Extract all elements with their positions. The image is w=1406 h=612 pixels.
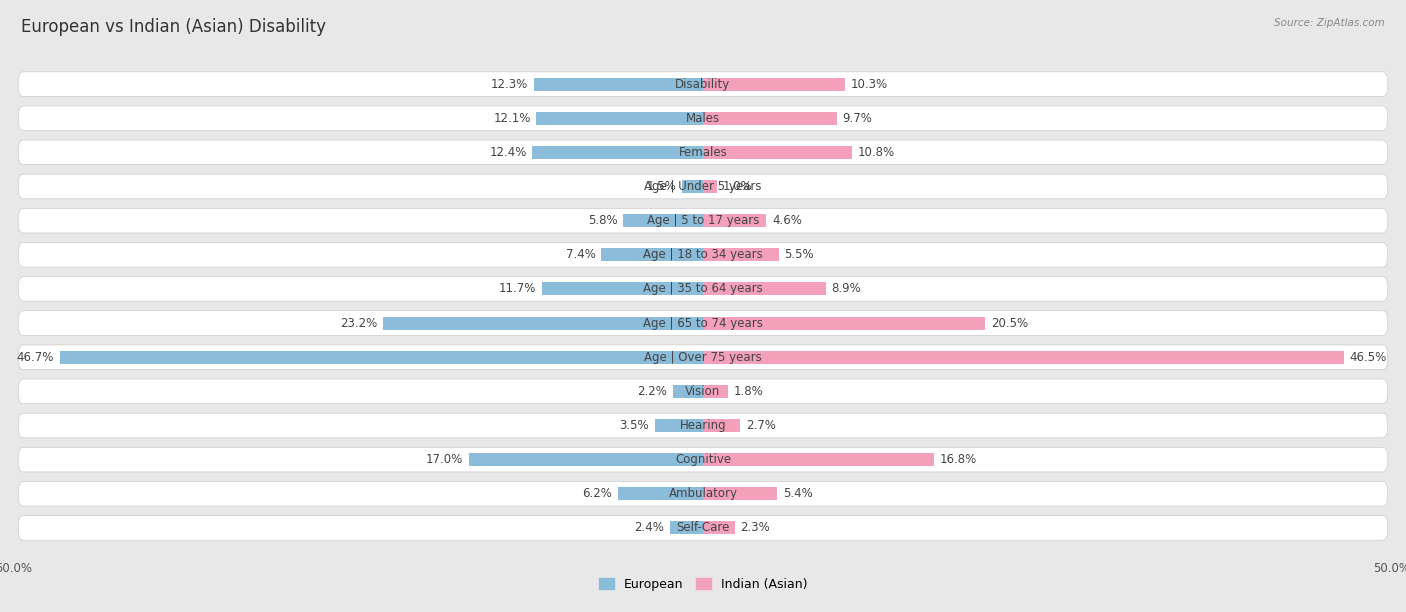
Text: Age | Over 75 years: Age | Over 75 years [644,351,762,364]
Legend: European, Indian (Asian): European, Indian (Asian) [593,573,813,596]
Text: 46.7%: 46.7% [17,351,53,364]
Text: 12.1%: 12.1% [494,112,531,125]
Bar [703,521,735,534]
Text: 1.0%: 1.0% [723,180,752,193]
Text: Ambulatory: Ambulatory [668,487,738,500]
Bar [703,248,779,261]
Text: 9.7%: 9.7% [842,112,872,125]
Text: 12.3%: 12.3% [491,78,529,91]
FancyBboxPatch shape [18,482,1388,506]
Text: 23.2%: 23.2% [340,316,378,330]
Bar [703,316,986,329]
Text: Vision: Vision [685,385,721,398]
Text: Age | Under 5 years: Age | Under 5 years [644,180,762,193]
Text: 2.2%: 2.2% [637,385,668,398]
Text: 7.4%: 7.4% [565,248,596,261]
FancyBboxPatch shape [18,447,1388,472]
Bar [703,351,1344,364]
Bar [468,453,703,466]
FancyBboxPatch shape [18,413,1388,438]
Text: 10.8%: 10.8% [858,146,894,159]
Text: 4.6%: 4.6% [772,214,801,227]
FancyBboxPatch shape [18,345,1388,370]
Bar [703,419,740,432]
Text: 2.4%: 2.4% [634,521,665,534]
Text: 6.2%: 6.2% [582,487,612,500]
FancyBboxPatch shape [18,311,1388,335]
FancyBboxPatch shape [18,106,1388,130]
FancyBboxPatch shape [18,72,1388,96]
Bar [600,248,703,261]
Text: 20.5%: 20.5% [991,316,1028,330]
Text: 46.5%: 46.5% [1350,351,1386,364]
Bar [623,214,703,227]
Text: Age | 35 to 64 years: Age | 35 to 64 years [643,282,763,296]
Text: 16.8%: 16.8% [941,453,977,466]
Text: 3.5%: 3.5% [620,419,650,432]
FancyBboxPatch shape [18,379,1388,404]
Text: 12.4%: 12.4% [489,146,527,159]
Bar [703,283,825,296]
FancyBboxPatch shape [18,277,1388,301]
Bar [703,385,728,398]
Text: Age | 18 to 34 years: Age | 18 to 34 years [643,248,763,261]
Bar [703,180,717,193]
Text: 5.8%: 5.8% [588,214,617,227]
Text: Self-Care: Self-Care [676,521,730,534]
Text: 2.7%: 2.7% [745,419,776,432]
Bar [669,521,703,534]
Bar [617,487,703,500]
Text: Age | 5 to 17 years: Age | 5 to 17 years [647,214,759,227]
Bar [703,146,852,159]
Text: Hearing: Hearing [679,419,727,432]
Text: 1.5%: 1.5% [647,180,676,193]
Text: 5.5%: 5.5% [785,248,814,261]
Text: 17.0%: 17.0% [426,453,463,466]
Bar [703,78,845,91]
Bar [536,112,703,125]
Bar [703,487,778,500]
Text: 10.3%: 10.3% [851,78,887,91]
Bar [541,283,703,296]
Bar [533,78,703,91]
Bar [703,112,837,125]
Bar [703,214,766,227]
Text: 8.9%: 8.9% [831,282,860,296]
Text: Females: Females [679,146,727,159]
Bar [59,351,703,364]
Text: Males: Males [686,112,720,125]
Bar [531,146,703,159]
Text: Age | 65 to 74 years: Age | 65 to 74 years [643,316,763,330]
Text: 11.7%: 11.7% [499,282,536,296]
Text: 2.3%: 2.3% [740,521,770,534]
FancyBboxPatch shape [18,516,1388,540]
FancyBboxPatch shape [18,242,1388,267]
FancyBboxPatch shape [18,208,1388,233]
Bar [384,316,703,329]
Text: Disability: Disability [675,78,731,91]
Text: 5.4%: 5.4% [783,487,813,500]
FancyBboxPatch shape [18,140,1388,165]
Text: 1.8%: 1.8% [734,385,763,398]
FancyBboxPatch shape [18,174,1388,199]
Bar [703,453,935,466]
Text: Cognitive: Cognitive [675,453,731,466]
Bar [655,419,703,432]
Text: Source: ZipAtlas.com: Source: ZipAtlas.com [1274,18,1385,28]
Bar [672,385,703,398]
Bar [682,180,703,193]
Text: European vs Indian (Asian) Disability: European vs Indian (Asian) Disability [21,18,326,36]
